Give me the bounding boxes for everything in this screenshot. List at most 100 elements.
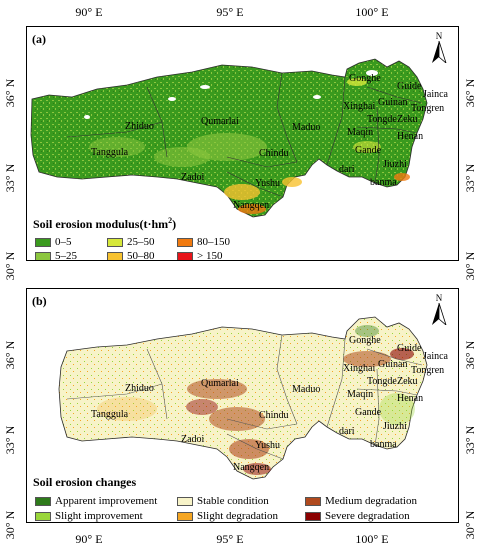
legend-a-item-4: 50–80 <box>107 250 155 260</box>
panel-b-label: (b) <box>32 294 47 308</box>
north-arrow-icon <box>432 302 447 327</box>
place-guide-b: Guide <box>397 343 422 354</box>
place-tanggula-b: Tanggula <box>91 409 129 420</box>
legend-b-label-3: Slight improvement <box>55 510 143 522</box>
place-jainca-a: Jainca <box>423 89 449 100</box>
place-xinghai-a: Xinghai <box>343 101 375 112</box>
legend-a-swatch-5 <box>177 251 193 260</box>
place-dari-b: dari <box>339 426 355 437</box>
legend-b-swatch-5 <box>305 511 321 521</box>
place-yushu-b: Yushu <box>255 440 280 451</box>
place-guinan-a: Guinan <box>378 97 407 108</box>
lat-label-33-b: 33° N <box>3 425 17 455</box>
erosion-change-map-b: Gonghe Guide Jainca Guinan Tongren Xingh… <box>58 316 449 480</box>
place-chindu-b: Chindu <box>259 410 288 421</box>
legend-b-swatch-1 <box>177 496 193 506</box>
legend-b-label-0: Apparent improvement <box>55 495 158 507</box>
legend-b-swatch-3 <box>35 511 51 521</box>
lon-label-95: 95° E <box>216 5 244 19</box>
region-shape-a <box>30 58 428 218</box>
legend-a-label-0: 0–5 <box>55 236 72 248</box>
place-guinan-b: Guinan <box>378 359 407 370</box>
place-gonghe-b: Gonghe <box>349 335 381 346</box>
legend-a-item-3: 5–25 <box>35 250 77 261</box>
place-jiuzhi-b: Jiuzhi <box>383 421 407 432</box>
legend-b-label-4: Slight degradation <box>197 510 278 522</box>
legend-a-swatch-1 <box>107 237 123 247</box>
lat-label-30-b-right: 30° N <box>463 510 477 540</box>
legend-b-swatch-0 <box>35 496 51 506</box>
map-panel-a: (a) N <box>26 26 459 261</box>
place-henan-a: Henan <box>397 131 423 142</box>
legend-a-swatch-3 <box>35 251 51 260</box>
place-banma-b: banma <box>370 439 397 450</box>
lat-label-36-a: 36° N <box>3 78 17 108</box>
lat-label-36-b-right: 36° N <box>463 340 477 370</box>
north-letter-a: N <box>435 31 443 41</box>
place-zadoi-a: Zadoi <box>181 172 205 183</box>
place-zeku-b: Zeku <box>397 376 418 387</box>
lon-label-95-bottom: 95° E <box>216 532 244 546</box>
lon-label-90-bottom: 90° E <box>75 532 103 546</box>
place-qumarlai-b: Qumarlai <box>201 378 239 389</box>
legend-a-label-3: 5–25 <box>55 250 77 261</box>
place-henan-b: Henan <box>397 393 423 404</box>
place-yushu-a: Yushu <box>255 178 280 189</box>
place-nangqen-b: Nangqen <box>233 462 269 473</box>
place-zhiduo-a: Zhiduo <box>125 121 154 132</box>
place-chindu-a: Chindu <box>259 148 288 159</box>
legend-title-a-end: ) <box>172 217 177 231</box>
place-gonghe-a: Gonghe <box>349 73 381 84</box>
legend-title-a-sup: 2 <box>168 216 173 225</box>
legend-a-swatch-4 <box>107 251 123 260</box>
north-letter-b: N <box>435 293 443 303</box>
lon-label-90: 90° E <box>75 5 103 19</box>
legend-a-item-2: 80–150 <box>177 236 230 248</box>
legend-a-swatch-2 <box>177 237 193 247</box>
place-jiuzhi-a: Jiuzhi <box>383 159 407 170</box>
erosion-map-a: Gonghe Guide Jainca Guinan Tongren Xingh… <box>30 58 449 218</box>
legend-title-b: Soil erosion changes <box>33 475 137 489</box>
legend-b-item-1: Stable condition <box>177 495 269 507</box>
place-zhiduo-b: Zhiduo <box>125 383 154 394</box>
legend-b-label-1: Stable condition <box>197 495 269 507</box>
legend-a-label-5: > 150 <box>197 250 223 261</box>
legend-a-label-2: 80–150 <box>197 236 230 248</box>
lat-label-30-b: 30° N <box>3 510 17 540</box>
lon-label-100-bottom: 100° E <box>355 532 389 546</box>
place-zadoi-b: Zadoi <box>181 434 205 445</box>
legend-title-a: Soil erosion modulus(t·hm2) <box>33 216 176 232</box>
legend-a-swatch-0 <box>35 237 51 247</box>
place-labels-b: Gonghe Guide Jainca Guinan Tongren Xingh… <box>91 335 449 473</box>
place-qumarlai-a: Qumarlai <box>201 116 239 127</box>
lat-label-36-a-right: 36° N <box>463 78 477 108</box>
place-tongren-b: Tongren <box>411 365 444 376</box>
lat-label-33-b-right: 33° N <box>463 425 477 455</box>
place-maqin-a: Maqin <box>347 127 373 138</box>
lat-label-30-a: 30° N <box>3 251 17 281</box>
place-tongde-a: Tongde <box>367 114 397 125</box>
legend-b-item-0: Apparent improvement <box>35 495 157 507</box>
lat-label-33-a-right: 33° N <box>463 163 477 193</box>
place-jainca-b: Jainca <box>423 351 449 362</box>
lon-label-100: 100° E <box>355 5 389 19</box>
legend-a-item-1: 25–50 <box>107 236 155 248</box>
map-panel-b: (b) N <box>26 288 459 523</box>
place-tongde-b: Tongde <box>367 376 397 387</box>
lat-label-33-a: 33° N <box>3 163 17 193</box>
place-maqin-b: Maqin <box>347 389 373 400</box>
place-gande-a: Gande <box>355 145 382 156</box>
legend-a-item-0: 0–5 <box>35 236 72 248</box>
place-guide-a: Guide <box>397 81 422 92</box>
place-labels-a: Gonghe Guide Jainca Guinan Tongren Xingh… <box>91 73 449 211</box>
north-arrow-b: N <box>428 293 450 327</box>
legend-b-item-4: Slight degradation <box>177 510 278 522</box>
legend-b-label-2: Medium degradation <box>325 495 417 507</box>
north-arrow-a: N <box>428 31 450 65</box>
legend-title-a-text: Soil erosion modulus(t·hm <box>33 217 169 231</box>
legend-a-item-5: > 150 <box>177 250 223 261</box>
north-arrow-icon <box>432 40 447 65</box>
place-banma-a: banma <box>370 177 397 188</box>
place-nangqen-a: Nangqen <box>233 200 269 211</box>
legend-b-swatch-4 <box>177 511 193 521</box>
